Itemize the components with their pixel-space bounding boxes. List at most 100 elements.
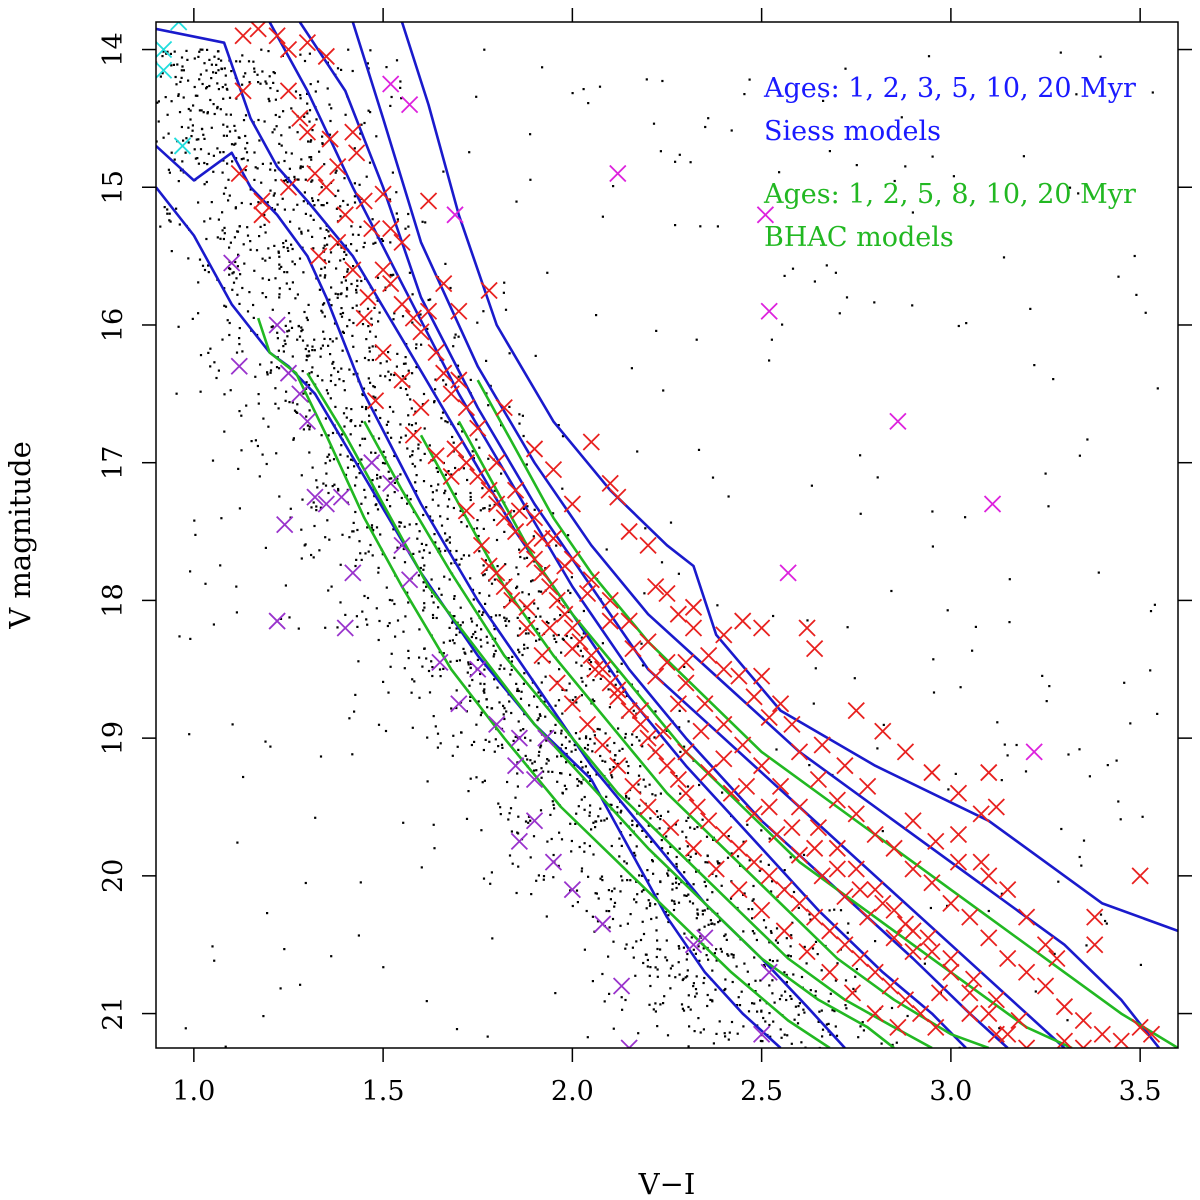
field-star-point (553, 618, 556, 621)
field-star-point (828, 150, 831, 153)
field-star-point (786, 1034, 789, 1037)
field-star-point (535, 879, 538, 882)
field-star-point (462, 554, 465, 557)
field-star-point (632, 709, 635, 712)
field-star-point (587, 102, 590, 105)
field-star-point (648, 783, 651, 786)
field-star-point (493, 489, 496, 492)
field-star-point (630, 367, 633, 370)
field-star-point (687, 720, 690, 723)
field-star-point (239, 273, 242, 276)
field-star-point (791, 921, 794, 924)
field-star-point (217, 57, 220, 60)
field-star-point (600, 819, 603, 822)
star-cross-marker (173, 137, 192, 155)
star-cross-marker (647, 667, 665, 685)
field-star-point (539, 809, 543, 812)
field-star-point (226, 125, 229, 128)
field-star-point (480, 711, 483, 714)
y-tick-label: 18 (98, 583, 129, 617)
x-tick-label: 1.0 (172, 1076, 215, 1107)
field-star-point (591, 915, 594, 918)
field-star-point (393, 602, 396, 606)
field-star-point (425, 657, 428, 660)
field-star-point (547, 622, 550, 625)
field-star-point (417, 447, 420, 450)
field-star-point (367, 359, 370, 362)
field-star-point (432, 715, 435, 718)
field-star-point (431, 519, 434, 522)
field-star-point (277, 349, 280, 352)
star-cross-marker (828, 839, 846, 857)
field-star-point (312, 501, 315, 504)
field-star-point (113, 151, 115, 153)
field-star-point (783, 869, 786, 872)
star-cross-marker (503, 591, 521, 610)
field-star-point (284, 324, 287, 327)
field-star-point (594, 892, 597, 895)
field-star-point (421, 665, 424, 668)
field-star-point (797, 1013, 800, 1016)
field-star-point (222, 192, 226, 195)
field-star-point (264, 740, 267, 743)
field-star-point (260, 48, 263, 51)
star-cross-marker (620, 1039, 638, 1048)
field-star-point (646, 869, 649, 872)
field-star-point (687, 816, 690, 819)
field-star-point (697, 1017, 700, 1020)
field-star-point (244, 169, 247, 172)
field-star-point (452, 345, 455, 348)
field-star-point (558, 668, 561, 671)
field-star-point (388, 622, 391, 625)
field-star-point (524, 632, 528, 635)
star-cross-marker (752, 667, 771, 685)
field-star-point (159, 75, 162, 78)
field-star-point (348, 717, 351, 720)
field-star-point (776, 941, 779, 944)
star-cross-marker (768, 825, 786, 844)
field-star-point (468, 554, 471, 557)
field-star-point (792, 890, 796, 894)
y-tick-label: 17 (98, 446, 129, 480)
field-star-point (207, 264, 210, 267)
star-cross-marker (1010, 1011, 1028, 1030)
field-star-point (331, 340, 334, 343)
field-star-point (328, 260, 331, 263)
field-star-point (360, 279, 363, 283)
field-star-point (283, 208, 286, 211)
field-star-point (971, 649, 974, 652)
field-star-point (392, 318, 395, 321)
field-star-point (340, 292, 343, 295)
field-star-point (230, 143, 234, 146)
field-star-point (436, 746, 439, 749)
field-star-point (162, 136, 165, 139)
field-star-point (444, 489, 447, 492)
field-star-point (213, 112, 216, 116)
field-star-point (686, 785, 690, 788)
field-star-point (356, 284, 359, 288)
field-star-point (401, 315, 405, 318)
field-star-point (291, 247, 294, 251)
star-cross-marker (253, 206, 271, 224)
star-cross-marker (961, 908, 979, 926)
field-star-point (374, 241, 377, 244)
field-star-point (504, 563, 507, 566)
field-star-point (818, 1010, 821, 1013)
field-star-point (308, 120, 311, 123)
field-star-point (448, 536, 451, 539)
field-star-point (515, 586, 518, 590)
field-star-point (467, 663, 470, 666)
field-star-point (1077, 192, 1080, 195)
field-star-point (470, 650, 473, 653)
field-star-point (616, 670, 619, 673)
field-star-point (407, 414, 410, 417)
field-star-point (347, 48, 350, 51)
field-star-point (178, 111, 182, 114)
field-star-point (189, 570, 192, 573)
field-star-point (415, 523, 418, 526)
field-star-point (544, 715, 547, 718)
field-star-point (360, 558, 363, 561)
field-star-point (330, 107, 333, 110)
field-star-point (75, 147, 77, 149)
field-star-point (308, 383, 311, 387)
